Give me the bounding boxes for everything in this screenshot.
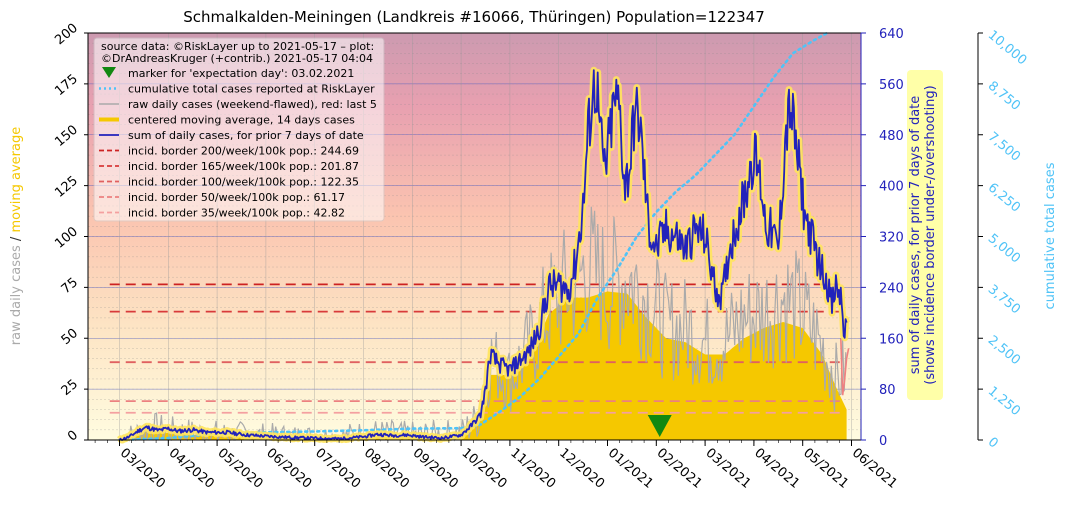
right2-tick-label: 2,500 — [985, 333, 1023, 368]
left-axis-label-part: / — [9, 233, 24, 246]
legend-entry-label: incid. border 200/week/100k pop.: 244.69 — [128, 145, 359, 158]
left-axis-label-part: raw daily cases — [9, 245, 24, 345]
legend-entry-label: incid. border 165/week/100k pop.: 201.87 — [128, 160, 359, 173]
moving-average-fill — [119, 291, 847, 440]
legend-entry-label: centered moving average, 14 days cases — [128, 114, 355, 127]
right1-tick-label: 480 — [879, 129, 904, 144]
x-tick-label: 09/2020 — [410, 446, 461, 492]
x-tick-label: 01/2021 — [605, 446, 656, 492]
legend-source-line: ©DrAndreasKruger (+contrib.) 2021-05-17 … — [101, 52, 373, 65]
x-tick-label: 06/2021 — [849, 446, 900, 492]
left-tick-label: 200 — [52, 21, 81, 48]
right1-tick-label: 320 — [879, 231, 904, 246]
x-tick-label: 05/2021 — [800, 446, 851, 492]
right-axis-label: sum of daily cases, for prior 7 days of … — [908, 85, 938, 385]
x-tick-label: 10/2020 — [459, 446, 510, 492]
right1-tick-label: 80 — [879, 383, 896, 398]
right2-tick-label: 10,000 — [985, 28, 1029, 69]
left-axis-label-part: moving average — [9, 127, 24, 233]
x-tick-label: 05/2020 — [215, 446, 266, 492]
right1-tick-label: 160 — [879, 332, 904, 347]
legend-marker-swatch — [102, 67, 116, 78]
left-tick-label: 50 — [59, 326, 81, 348]
legend-entry-label: raw daily cases (weekend-flawed), red: l… — [128, 98, 377, 111]
right2-tick-label: 3,750 — [985, 282, 1023, 317]
raw-daily-cases-last5-line — [840, 338, 850, 396]
weekly-sum-line — [118, 69, 848, 441]
x-tick-label: 08/2020 — [361, 446, 412, 492]
x-axis: 03/202004/202005/202006/202007/202008/20… — [94, 440, 900, 492]
right1-tick-label: 240 — [879, 281, 904, 296]
left-axis: 0 25 50 75 100 125 150 175 200 — [52, 21, 88, 445]
left-tick-label: 0 — [65, 428, 81, 445]
right2-tick-label: 5,000 — [985, 231, 1023, 266]
left-tick-label: 175 — [52, 72, 81, 99]
legend-entry-label: marker for 'expectation day': 03.02.2021 — [128, 67, 354, 80]
x-tick-label: 03/2021 — [703, 446, 754, 492]
x-tick-label: 07/2020 — [312, 446, 363, 492]
x-tick-label: 02/2021 — [654, 446, 705, 492]
legend: source data: ©RiskLayer up to 2021-05-17… — [93, 37, 385, 222]
expectation-day-marker — [647, 415, 672, 437]
right2-tick-label: 8,750 — [985, 79, 1023, 114]
legend-entry-label: incid. border 50/week/100k pop.: 61.17 — [128, 191, 345, 204]
right-axis-cumulative: 0 1,250 2,500 3,750 5,000 6,250 7,500 8,750 10,0… — [977, 28, 1029, 452]
expectation-marker — [647, 415, 672, 437]
right1-tick-label: 0 — [879, 434, 887, 449]
legend-entry-label: cumulative total cases reported at RiskL… — [128, 83, 375, 96]
left-tick-label: 75 — [59, 275, 81, 297]
left-tick-label: 150 — [52, 122, 81, 149]
legend-box — [93, 37, 385, 222]
right-axis-weekly-sum: 0 80 160 240 320 400 480 560 640 — [860, 27, 904, 449]
x-tick-label: 04/2021 — [751, 446, 802, 492]
right1-tick-label: 400 — [879, 180, 904, 195]
legend-source-line: source data: ©RiskLayer up to 2021-05-17… — [101, 40, 374, 53]
right1-tick-label: 640 — [879, 27, 904, 42]
x-tick-label: 11/2020 — [507, 446, 558, 492]
x-tick-label: 03/2020 — [117, 446, 168, 492]
right1-axis-label-line: sum of daily cases, for prior 7 days of … — [908, 96, 923, 375]
right1-tick-label: 560 — [879, 78, 904, 93]
right1-axis-label-line: (shows incidence border under-/overshoot… — [923, 85, 938, 385]
moving-average-area — [119, 291, 847, 440]
x-tick-label: 12/2020 — [556, 446, 607, 492]
left-axis-label: raw daily cases / moving average — [9, 127, 24, 345]
left-tick-label: 100 — [52, 224, 81, 251]
left-tick-label: 25 — [59, 377, 81, 399]
x-tick-label: 04/2020 — [166, 446, 217, 492]
right2-tick-label: 0 — [985, 435, 1001, 452]
series-lines — [117, 31, 850, 444]
legend-entry-label: incid. border 35/week/100k pop.: 42.82 — [128, 207, 345, 220]
legend-entry-label: sum of daily cases, for prior 7 days of … — [128, 129, 364, 142]
right2-tick-label: 7,500 — [985, 129, 1023, 164]
right2-axis-label: cumulative total cases — [1043, 162, 1058, 309]
right2-tick-label: 6,250 — [985, 180, 1023, 215]
chart-title: Schmalkalden-Meiningen (Landkreis #16066… — [183, 8, 765, 26]
left-tick-label: 125 — [52, 173, 81, 200]
legend-entry-label: incid. border 100/week/100k pop.: 122.35 — [128, 176, 359, 189]
right2-tick-label: 1,250 — [985, 384, 1023, 419]
right-axis-label-box: sum of daily cases, for prior 7 days of … — [907, 70, 943, 400]
x-tick-label: 06/2020 — [263, 446, 314, 492]
